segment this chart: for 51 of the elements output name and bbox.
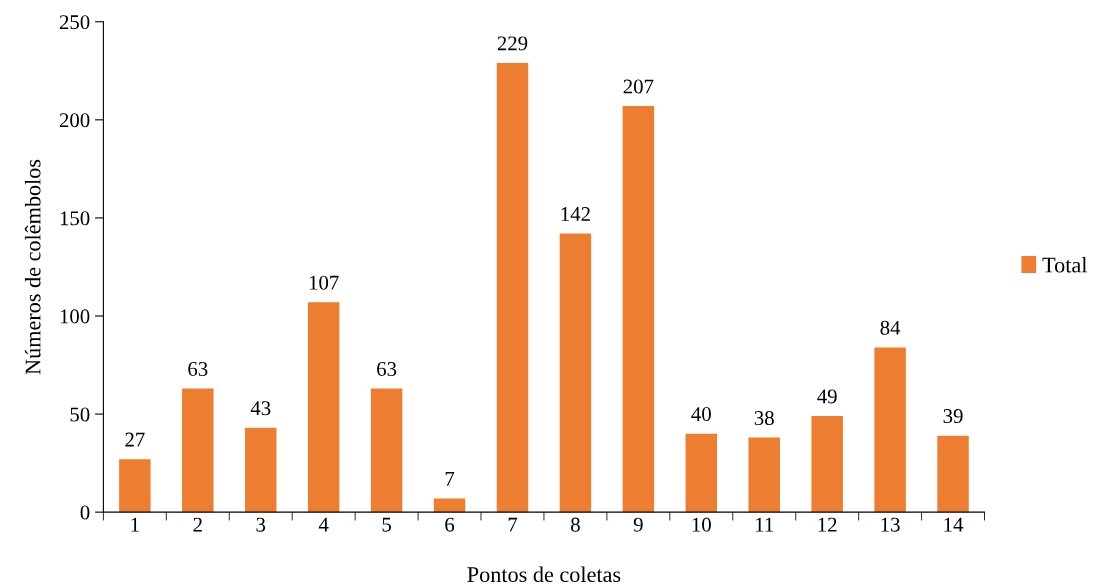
x-tick-label: 13 bbox=[881, 517, 900, 532]
legend-label: Total bbox=[1042, 256, 1088, 273]
data-label: 63 bbox=[188, 362, 208, 376]
bar bbox=[937, 435, 969, 513]
x-tick-label: 6 bbox=[445, 517, 455, 532]
data-label: 27 bbox=[125, 432, 145, 447]
x-tick-label: 12 bbox=[818, 517, 837, 532]
x-axis-title: Pontos de coletas bbox=[467, 566, 621, 583]
x-tick-label: 10 bbox=[692, 517, 711, 532]
bar bbox=[182, 388, 214, 513]
data-label: 107 bbox=[309, 275, 339, 290]
bar bbox=[307, 302, 340, 513]
data-label: 207 bbox=[623, 79, 654, 94]
bar bbox=[245, 427, 277, 513]
bar bbox=[370, 388, 403, 513]
x-tick-label: 4 bbox=[318, 517, 329, 532]
data-label: 142 bbox=[561, 207, 590, 221]
x-tick-label: 3 bbox=[256, 517, 266, 532]
bar bbox=[559, 233, 592, 513]
bar bbox=[685, 433, 718, 513]
bar bbox=[811, 416, 843, 513]
x-tick-label: 11 bbox=[756, 517, 773, 532]
x-tick-label: 7 bbox=[508, 517, 518, 532]
data-label: 40 bbox=[691, 407, 711, 422]
y-tick-label: 100 bbox=[60, 309, 90, 324]
x-tick-label: 1 bbox=[131, 517, 139, 532]
data-label: 43 bbox=[250, 401, 271, 416]
x-tick-label: 5 bbox=[382, 517, 392, 532]
x-tick-label: 14 bbox=[944, 517, 964, 532]
y-tick-label: 250 bbox=[59, 15, 90, 30]
bar bbox=[433, 498, 466, 513]
y-axis-title: Números de colêmbolos bbox=[24, 159, 41, 375]
bar bbox=[748, 437, 780, 513]
x-tick-label: 8 bbox=[571, 517, 580, 532]
data-label: 39 bbox=[943, 409, 963, 424]
bar bbox=[622, 106, 655, 513]
y-tick-label: 50 bbox=[70, 407, 90, 422]
bar bbox=[496, 62, 529, 513]
x-tick-label: 9 bbox=[633, 517, 643, 532]
data-label: 7 bbox=[445, 472, 455, 486]
data-label: 84 bbox=[880, 320, 901, 335]
data-label: 38 bbox=[754, 410, 774, 426]
y-tick-label: 0 bbox=[80, 505, 90, 520]
bar bbox=[119, 459, 151, 513]
bar bbox=[874, 347, 906, 513]
data-label: 63 bbox=[377, 362, 397, 376]
data-label: 49 bbox=[817, 389, 837, 404]
y-tick-label: 150 bbox=[60, 211, 90, 226]
x-tick-label: 2 bbox=[193, 517, 202, 532]
data-label: 229 bbox=[497, 36, 528, 51]
y-tick-label: 200 bbox=[59, 113, 90, 128]
